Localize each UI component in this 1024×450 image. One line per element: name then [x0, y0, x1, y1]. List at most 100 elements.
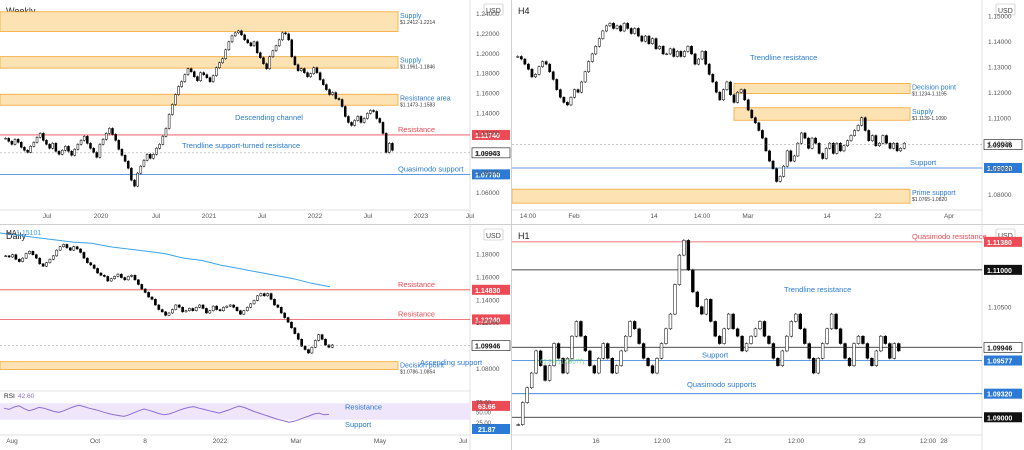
- h1-candle-body-77: [861, 335, 865, 344]
- weekly-candle-body-50: [161, 136, 165, 145]
- h4-candle-body-45: [675, 51, 679, 57]
- h1-candle-body-35: [673, 284, 677, 315]
- h1-candle-body-61: [789, 321, 794, 337]
- h4-title: H4: [518, 6, 530, 16]
- weekly-candle-body-114: [362, 118, 366, 123]
- daily-candle-body-15: [55, 249, 59, 257]
- daily-candle-body-45: [157, 304, 161, 310]
- daily-candle-body-19: [69, 247, 72, 251]
- daily-candle-body-46: [160, 309, 164, 313]
- h4-candle-body-47: [683, 51, 686, 57]
- h4-candle-body-33: [633, 28, 637, 34]
- h4-zone-0: [733, 83, 911, 94]
- h1-hline-price-1: 1.11000: [987, 268, 1012, 275]
- h1-candle-body-75: [852, 343, 856, 366]
- weekly-xtick-5: 2022: [308, 213, 323, 220]
- h1-candle-body-66: [812, 358, 816, 374]
- h1-hline-price-4: 1.09320: [987, 392, 1012, 399]
- h4-candle-body-23: [597, 38, 601, 47]
- h4-candle-body-52: [700, 51, 704, 60]
- daily-candle-body-50: [174, 304, 178, 310]
- h4-zone-2: [512, 188, 911, 204]
- h4-candle-body-0: [516, 56, 520, 58]
- weekly-candle-body-91: [290, 39, 294, 58]
- h1-candle-body-16: [588, 350, 592, 366]
- daily-candle-body-86: [296, 333, 300, 340]
- weekly-zone-sub-1: $1.1961-1.1846: [400, 65, 435, 71]
- daily-candle-body-29: [103, 275, 106, 277]
- h4-zone-sub-2: $1.0765-1.0820: [912, 197, 947, 203]
- weekly-candle-body-32: [104, 133, 108, 140]
- weekly-zone-label-2: Resistance area: [400, 95, 451, 102]
- h1-candle-body-82: [883, 335, 888, 344]
- h4-candle-body-51: [697, 58, 700, 65]
- weekly-candle-body-7: [26, 150, 29, 153]
- daily-candle-body-48: [167, 312, 171, 316]
- weekly-candle-body-10: [35, 137, 39, 143]
- h1-candle-body-53: [753, 328, 758, 337]
- h1-candle-body-20: [606, 343, 610, 359]
- h1-candle-body-2: [525, 387, 529, 403]
- h4-candle-body-78: [792, 155, 796, 162]
- h1-candle-body-37: [682, 240, 686, 256]
- daily-zone-0: [0, 361, 399, 370]
- weekly-candle-body-47: [152, 154, 155, 159]
- weekly-candle-body-69: [221, 58, 224, 63]
- weekly-candle-body-20: [67, 146, 70, 152]
- h4-candle-body-72: [771, 160, 775, 169]
- h4-chart-panel[interactable]: H4 USD Decision point $1.1234-1.1195 Supply $…: [512, 0, 1024, 225]
- h4-candle-body-34: [636, 28, 640, 37]
- daily-candle-body-63: [218, 309, 222, 311]
- daily-candle-body-74: [256, 295, 259, 301]
- weekly-hline-price-bg-0: [472, 129, 510, 140]
- h4-last-price: 1.09946: [987, 143, 1012, 150]
- h1-candle-body-44: [713, 321, 717, 337]
- h4-candle-body-64: [743, 89, 747, 101]
- weekly-candle-body-39: [126, 160, 130, 169]
- h1-xtick-4: 23: [858, 438, 866, 445]
- weekly-zone-2: [0, 93, 399, 106]
- h1-candle-body-57: [771, 343, 776, 359]
- h4-xtick-0: 14:00: [520, 213, 537, 220]
- h1-candle-body-48: [731, 313, 735, 330]
- daily-candle-body-64: [222, 307, 225, 311]
- h4-candle-body-31: [626, 23, 630, 29]
- weekly-candle-body-76: [243, 34, 246, 41]
- weekly-candle-body-26: [86, 136, 89, 144]
- weekly-candle-body-103: [328, 89, 331, 95]
- weekly-ytick-9: 1.06000: [476, 190, 500, 197]
- weekly-candle-body-122: [388, 143, 391, 153]
- daily-candle-body-33: [116, 273, 120, 277]
- weekly-ytick-7: 1.10000: [476, 150, 500, 157]
- weekly-candle-body-52: [167, 114, 171, 129]
- weekly-chart-panel[interactable]: Weekly USD Supply $1.2412-1.2214 Supply $1.19…: [0, 0, 512, 225]
- daily-xtick-4: Mar: [290, 438, 302, 445]
- daily-candle-body-3: [14, 254, 18, 260]
- daily-ytick-1: 1.16000: [476, 274, 500, 281]
- h4-candle-body-19: [583, 71, 587, 83]
- h1-candle-body-58: [776, 358, 780, 366]
- h4-ytick-0: 1.15000: [988, 14, 1012, 21]
- daily-rsi-tick-1: 50.00: [476, 411, 492, 417]
- weekly-candle-body-75: [240, 30, 243, 36]
- daily-rsi-lower-bg: [472, 424, 510, 434]
- daily-candle-body-5: [21, 257, 25, 262]
- h4-candle-body-29: [619, 25, 622, 32]
- h1-chart-panel[interactable]: H1 USD 1.11380 Quasimodo resistance 1.11000 1…: [512, 225, 1024, 450]
- weekly-candle-body-87: [277, 39, 281, 47]
- daily-candle-body-84: [290, 321, 293, 329]
- h1-candle-body-33: [664, 328, 668, 344]
- weekly-candle-body-24: [79, 140, 83, 145]
- daily-zone-sub-0: $1.0786-1.0854: [400, 370, 435, 376]
- weekly-candle-body-18: [60, 150, 64, 155]
- daily-candle-body-57: [198, 304, 201, 308]
- daily-candle-body-81: [279, 307, 283, 314]
- daily-hline-label-0: Resistance: [398, 280, 435, 289]
- daily-chart-panel[interactable]: Daily USD Decision point $1.0786-1.0854 MA 1.…: [0, 225, 512, 450]
- h1-hline-price-0: 1.11380: [987, 240, 1012, 247]
- h4-candle-body-3: [527, 63, 530, 70]
- h4-candle-body-75: [782, 165, 786, 177]
- daily-candle-body-23: [82, 252, 86, 259]
- weekly-zone-sub-2: $1.1473-1.1583: [400, 102, 435, 108]
